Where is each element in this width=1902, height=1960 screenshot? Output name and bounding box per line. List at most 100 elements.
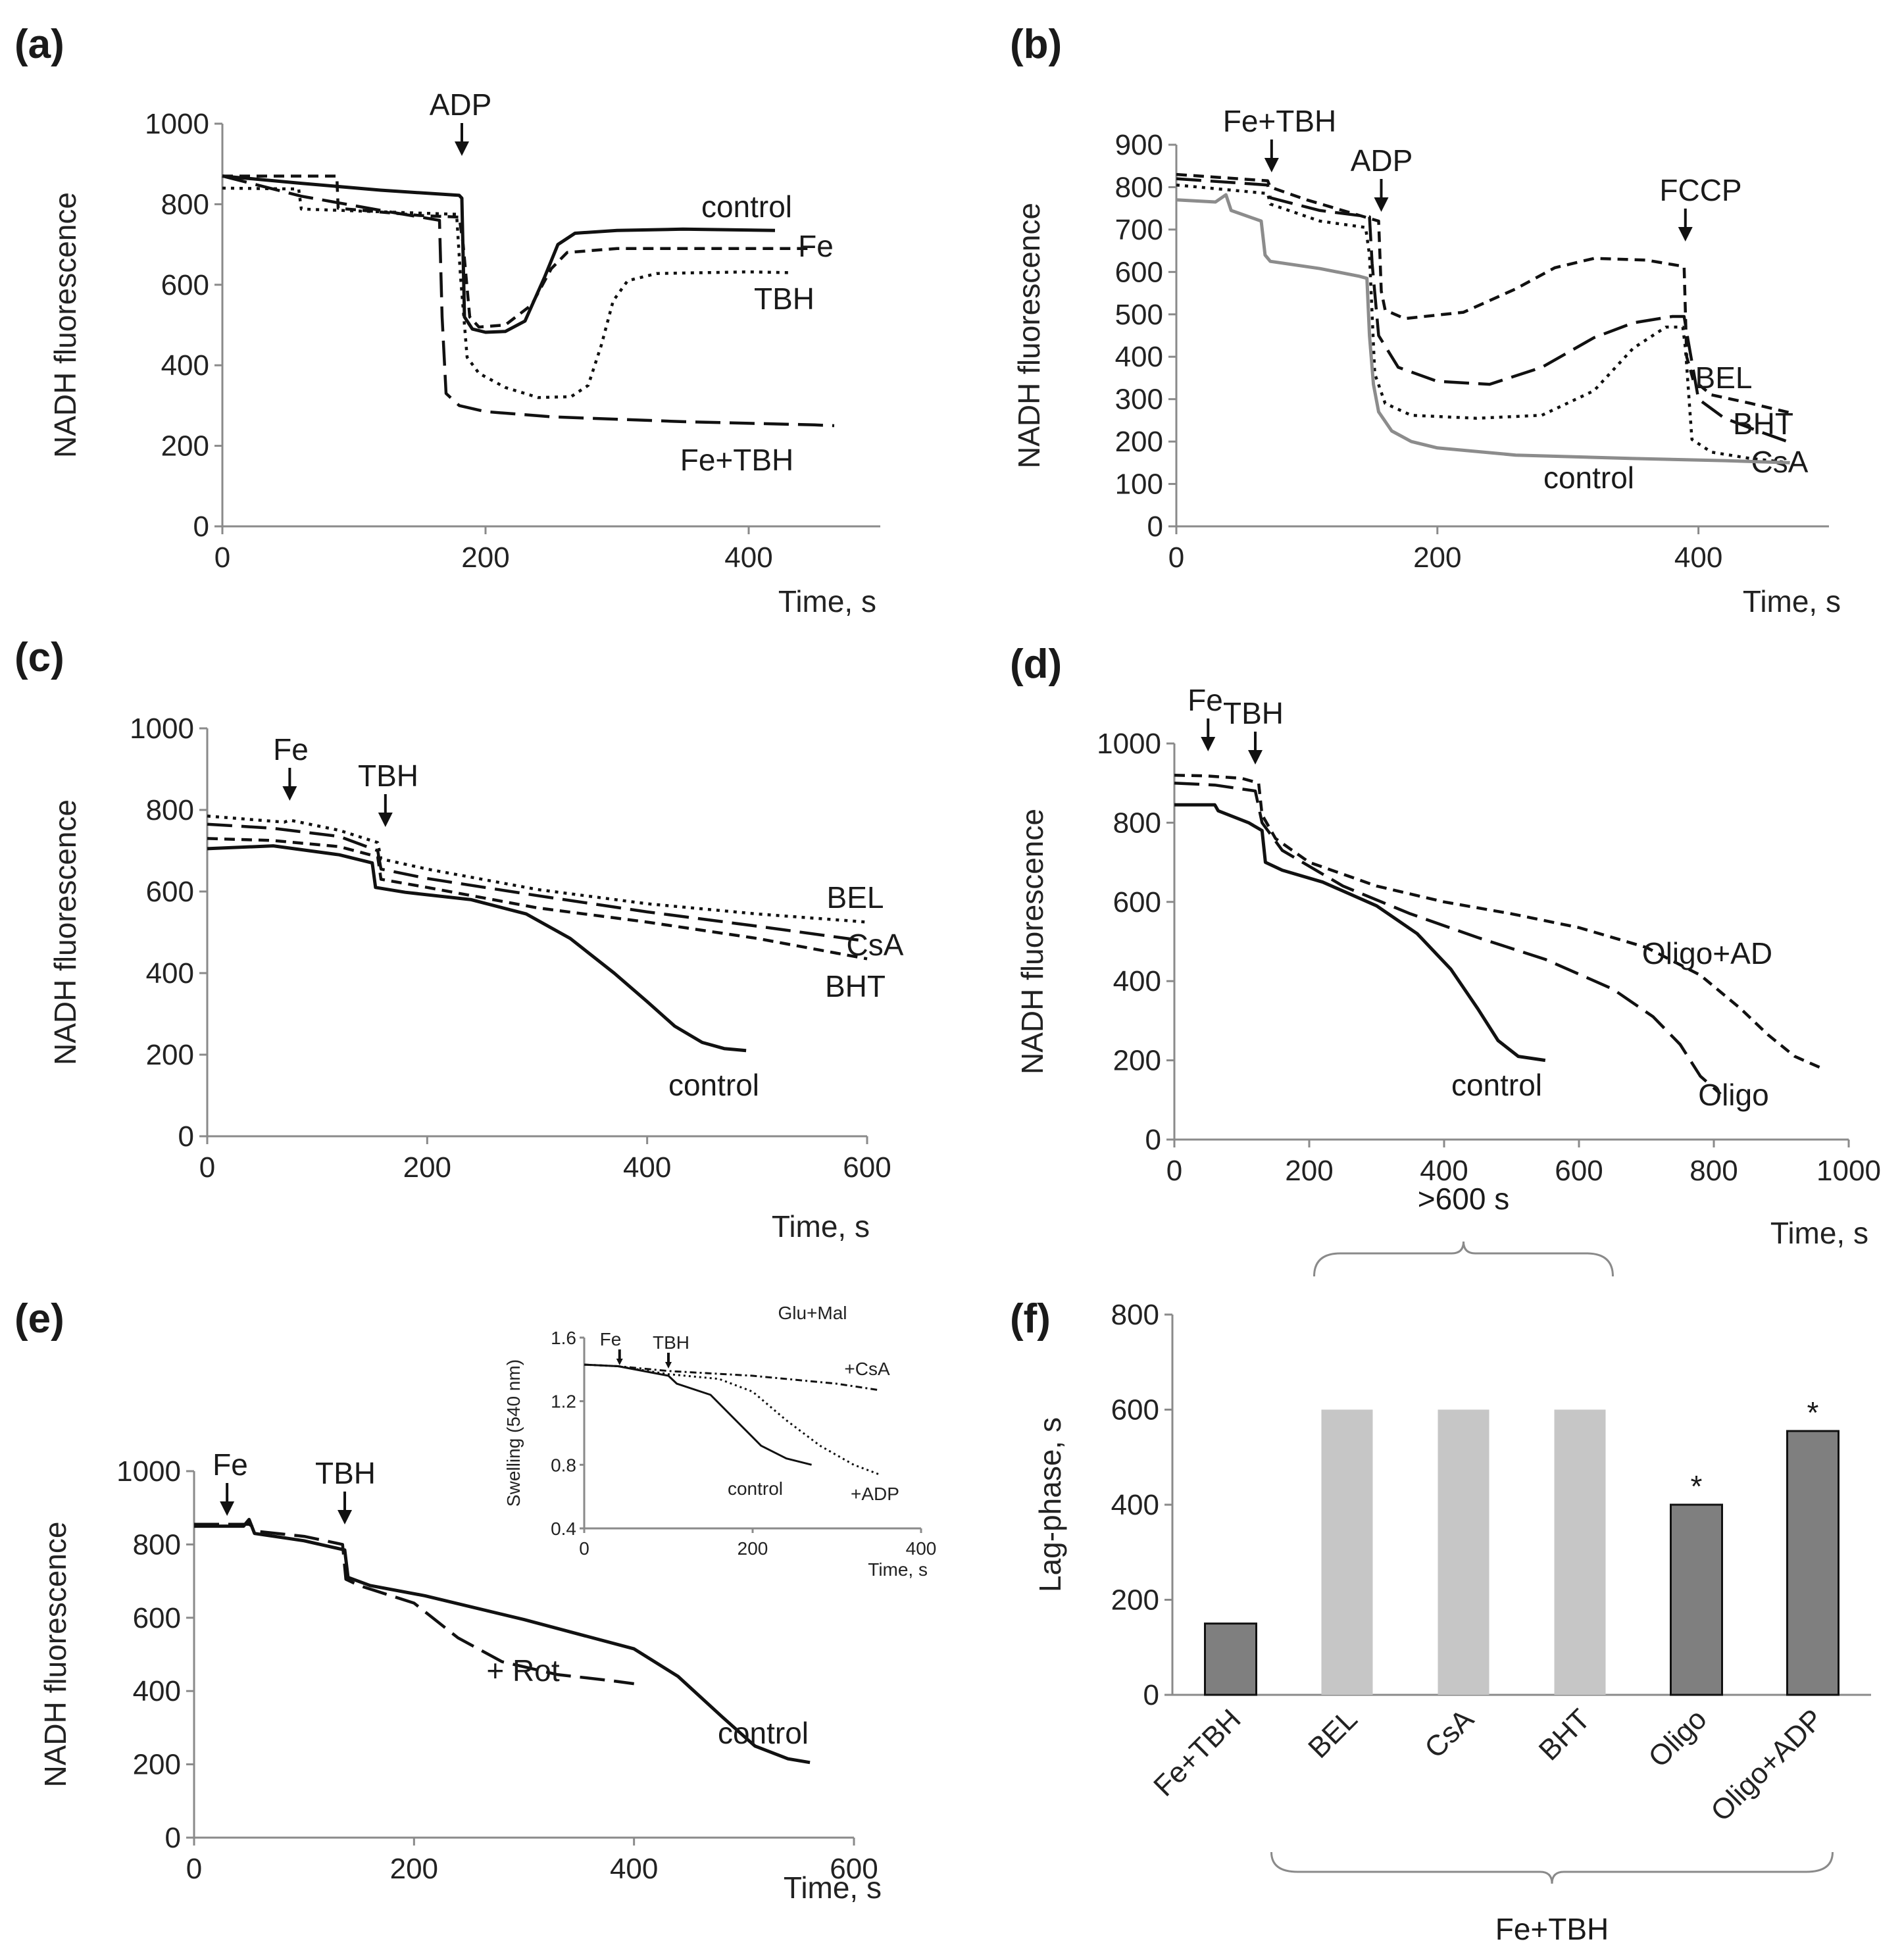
panel-b-ytick-label: 700 <box>1115 214 1163 246</box>
panel-b-xtick-label: 400 <box>1674 541 1722 574</box>
inset-ytick-label: 1.6 <box>551 1328 576 1348</box>
panel-d-annotation-arrow-head <box>1201 737 1216 751</box>
panel-b: (b) 0 100 200 300 400 500 600 700 800 900 0 200 400 NA… <box>1010 22 1841 618</box>
panel-f-significance-mark: * <box>1807 1395 1819 1430</box>
panel-f-top-brace <box>1313 1241 1614 1277</box>
panel-c-annotation-arrow-head <box>378 813 393 827</box>
bar-oligo-adp <box>1786 1430 1839 1696</box>
panel-f-category-label: Fe+TBH <box>1147 1703 1247 1802</box>
panel-c: (c) 0 200 400 600 800 1000 0 200 400 600 NADH fluor… <box>14 635 904 1244</box>
panel-a-series-label: Fe <box>798 229 834 263</box>
panel-f-category-label: BEL <box>1302 1703 1363 1764</box>
panel-a-x-axis-title: Time, s <box>778 584 876 618</box>
inset-annotation-arrow-head <box>665 1362 672 1369</box>
panel-d-ytick-label: 200 <box>1113 1045 1161 1077</box>
panel-f-category-label: BHT <box>1533 1703 1597 1767</box>
bar-fe-tbh <box>1204 1622 1257 1696</box>
panel-d-series-line <box>1174 781 1722 1095</box>
panel-e-series-line <box>194 1518 811 1765</box>
inset-ytick-label: 0.8 <box>551 1455 576 1475</box>
panel-b-series-line <box>1176 183 1790 465</box>
panel-d-xtick-label: 0 <box>1166 1155 1182 1187</box>
panel-d-ytick-label: 600 <box>1113 886 1161 918</box>
panel-b-series-line <box>1176 193 1790 465</box>
panel-f-bottom-brace-label: Fe+TBH <box>1495 1912 1609 1946</box>
panel-d-series-label: Oligo <box>1698 1078 1768 1112</box>
inset-annotation-label: Fe <box>600 1329 622 1349</box>
panel-e-annotation-label: Fe <box>213 1447 248 1482</box>
panel-b-ytick-label: 800 <box>1115 171 1163 203</box>
panel-a-series-label: Fe+TBH <box>680 443 794 477</box>
panel-e-letter: (e) <box>14 1296 64 1342</box>
inset-series-label: control <box>728 1478 783 1499</box>
panel-d-xtick-label: 1000 <box>1816 1155 1881 1187</box>
panel-d-annotation-arrow-head <box>1248 750 1263 765</box>
panel-c-annotation-arrow-head <box>282 786 297 801</box>
panel-a-ytick-label: 400 <box>161 349 209 382</box>
panel-a-series-line <box>222 186 789 399</box>
panel-d-ytick-label: 800 <box>1113 807 1161 839</box>
inset-xtick-label: 400 <box>906 1538 937 1559</box>
panel-c-ytick-label: 0 <box>178 1120 194 1153</box>
panel-a-ytick-label: 600 <box>161 269 209 301</box>
bar-oligo <box>1670 1503 1723 1696</box>
panel-c-annotation-label: TBH <box>358 759 418 793</box>
inset-series-label: +ADP <box>851 1484 899 1504</box>
panel-d-series-line <box>1174 773 1822 1070</box>
bar-bht <box>1554 1409 1606 1695</box>
inset-series-line <box>584 1363 880 1392</box>
panel-c-xtick-label: 200 <box>403 1151 451 1184</box>
panel-b-ytick-label: 900 <box>1115 129 1163 161</box>
panel-b-ytick-label: 100 <box>1115 468 1163 501</box>
panel-a: (a) 0 200 400 600 800 1000 0 200 400 NADH fluoresc… <box>14 22 880 618</box>
panel-b-annotation-arrow-head <box>1678 227 1693 241</box>
panel-e-ytick-label: 200 <box>133 1749 181 1781</box>
panel-a-annotation-arrow-head <box>455 141 469 156</box>
inset-xtick-label: 200 <box>738 1538 768 1559</box>
panel-c-series-label: BEL <box>827 880 884 915</box>
panel-a-annotation-label: ADP <box>430 88 492 122</box>
panel-c-xtick-label: 0 <box>199 1151 215 1184</box>
panel-d-xtick-label: 800 <box>1689 1155 1738 1187</box>
panel-f: (f) 0 200 400 600 800 Lag-phase, s Fe+TBH BEL CsA… <box>1010 1182 1871 1946</box>
panel-b-series-line <box>1176 177 1791 444</box>
panel-c-series-line <box>207 815 868 924</box>
panel-e-xtick-label: 400 <box>610 1853 658 1885</box>
panel-f-letter: (f) <box>1010 1296 1051 1342</box>
bar-csa <box>1438 1409 1489 1695</box>
panel-e-annotation-arrow-head <box>338 1510 353 1524</box>
panel-a-series-line <box>222 174 835 428</box>
panel-d-x-axis-title: Time, s <box>1770 1216 1868 1250</box>
panel-d-letter: (d) <box>1010 641 1062 687</box>
panel-b-ytick-label: 600 <box>1115 256 1163 288</box>
panel-e-inset: 0.4 0.8 1.2 1.6 0 200 400 Swelling (540 nm) Time… <box>503 1303 936 1580</box>
panel-b-ytick-label: 400 <box>1115 341 1163 373</box>
inset-title: Glu+Mal <box>778 1303 847 1323</box>
panel-b-letter: (b) <box>1010 22 1062 67</box>
panel-e-x-axis-title: Time, s <box>784 1871 882 1905</box>
panel-a-xtick-label: 0 <box>214 541 230 574</box>
panel-f-ytick-label: 600 <box>1111 1394 1159 1426</box>
panel-a-ytick-label: 200 <box>161 430 209 463</box>
panel-b-ytick-label: 200 <box>1115 426 1163 458</box>
inset-series-label: +CsA <box>844 1359 890 1379</box>
panel-b-ytick-label: 300 <box>1115 384 1163 416</box>
panel-e-ytick-label: 0 <box>165 1822 181 1854</box>
panel-d-series-label: Oligo+AD <box>1642 936 1772 970</box>
panel-e-series-line <box>194 1522 634 1686</box>
panel-d-annotation-label: TBH <box>1223 696 1284 730</box>
panel-c-series-label: control <box>668 1068 759 1102</box>
panel-f-ytick-label: 800 <box>1111 1299 1159 1331</box>
panel-c-ytick-label: 1000 <box>130 713 194 745</box>
panel-e-xtick-label: 200 <box>390 1853 438 1885</box>
bar-bel <box>1321 1409 1373 1695</box>
inset-series-line <box>584 1363 812 1466</box>
panel-e-ytick-label: 800 <box>133 1528 181 1561</box>
inset-xtick-label: 0 <box>579 1538 589 1559</box>
panel-f-ytick-label: 0 <box>1143 1679 1159 1711</box>
panel-c-ytick-label: 600 <box>146 876 194 908</box>
panel-d-y-axis-title: NADH fluorescence <box>1015 809 1049 1074</box>
panel-a-ytick-label: 1000 <box>145 108 209 140</box>
panel-c-y-axis-title: NADH fluorescence <box>48 799 82 1065</box>
